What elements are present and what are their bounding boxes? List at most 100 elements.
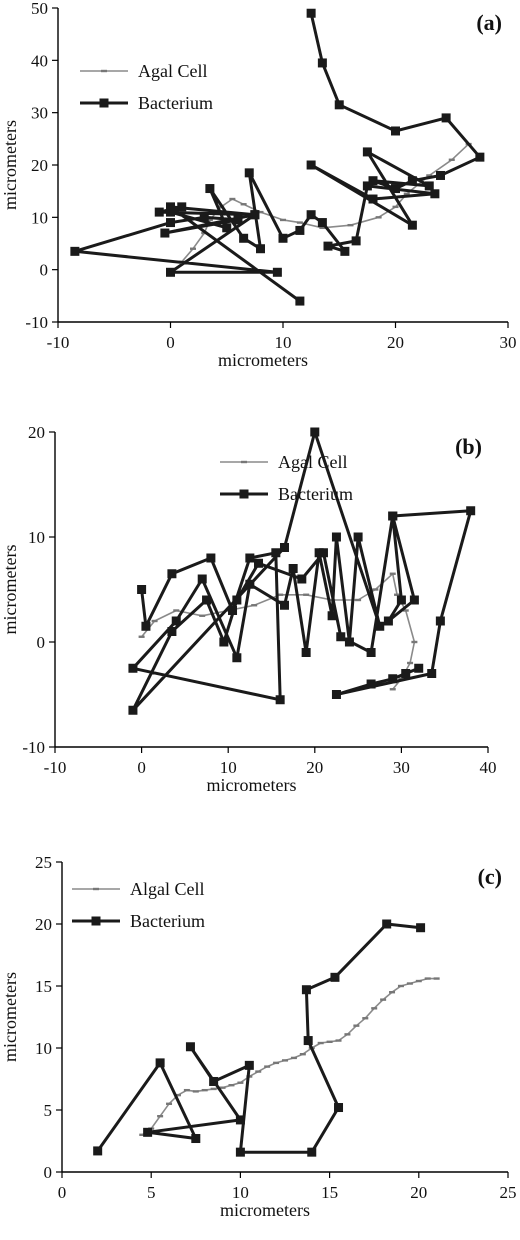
data-point-bacterium [272,267,282,277]
data-point-algal-cell [392,205,399,209]
data-point-algal-cell [219,1086,226,1089]
data-point-bacterium [166,202,175,212]
chart-panel-b: -10 0 10 20 30 40 -10 0 10 20 micrometers micromete… [0,423,497,795]
data-point-algal-cell [375,216,382,219]
data-point-algal-cell [280,218,286,222]
x-tick-label: 20 [387,333,404,352]
data-point-algal-cell [139,1133,146,1136]
data-point-bacterium [382,919,392,929]
data-point-algal-cell [299,1053,306,1056]
data-point-bacterium [228,606,238,615]
legend-swatch-marker [239,489,249,499]
data-point-bacterium [303,1036,313,1046]
data-point-algal-cell [389,688,396,691]
data-point-bacterium [353,532,363,542]
data-point-bacterium [245,579,255,589]
data-point-algal-cell [166,1102,173,1105]
data-point-bacterium [167,569,177,579]
x-tick-label: 0 [58,1183,67,1202]
data-point-bacterium [128,663,138,673]
x-axis-label: micrometers [220,1200,310,1220]
x-tick-label: 0 [137,758,146,777]
data-point-bacterium [160,228,170,238]
x-tick-label: 20 [410,1183,427,1202]
data-point-bacterium [368,176,378,186]
data-point-bacterium [323,241,333,251]
data-point-algal-cell [407,661,414,665]
data-point-algal-cell [199,614,206,617]
y-tick-label: 30 [31,104,48,123]
data-point-bacterium [199,212,209,222]
data-point-algal-cell [371,1007,378,1010]
data-point-algal-cell [402,609,409,612]
data-point-algal-cell [433,977,440,980]
x-tick-label: -10 [44,758,67,777]
data-point-bacterium [388,674,398,684]
data-point-bacterium [254,558,264,568]
data-point-bacterium [295,296,305,306]
data-point-bacterium [295,225,305,235]
x-tick-label: -10 [47,333,70,352]
data-point-bacterium [334,100,344,110]
y-tick-label: 5 [44,1101,53,1120]
data-point-bacterium [235,1147,245,1157]
data-point-bacterium [310,427,320,437]
data-point-bacterium [171,616,181,626]
data-point-bacterium [191,1134,201,1144]
chart-panel-c: 0 5 10 15 20 25 0 5 10 15 20 25 micrometers micromete… [0,853,517,1220]
x-tick-label: 40 [480,758,497,777]
data-point-bacterium [279,600,289,610]
legend-swatch-marker [91,916,101,926]
y-tick-label: 10 [31,208,48,227]
data-point-bacterium [427,669,437,678]
y-tick-label: -10 [25,313,48,332]
data-point-bacterium [351,236,361,246]
data-point-bacterium [306,160,316,170]
panel-label: (c) [478,864,502,889]
data-point-bacterium [336,632,346,642]
data-point-algal-cell [353,1024,360,1027]
data-point-bacterium [307,1147,317,1157]
data-point-bacterium [141,621,151,631]
data-point-bacterium [301,648,311,657]
data-point-bacterium [232,595,242,605]
data-point-bacterium [391,126,400,136]
data-point-algal-cell [317,1041,324,1045]
data-point-bacterium [340,246,350,256]
data-point-bacterium [391,184,400,194]
data-point-algal-cell [397,984,404,988]
data-point-bacterium [239,233,249,243]
data-point-bacterium [383,616,393,626]
data-point-bacterium [205,184,215,194]
y-axis-label: micrometers [0,120,20,210]
legend-swatch-marker [101,69,107,73]
data-point-algal-cell [335,1039,342,1042]
data-point-bacterium [306,8,316,18]
data-point-algal-cell [326,1040,333,1043]
data-point-bacterium [143,1127,153,1137]
data-point-bacterium [396,595,406,605]
legend-swatch-marker [99,98,109,108]
data-point-bacterium [436,170,445,180]
x-axis-label: micrometers [218,350,308,370]
series-line-algal-cell [141,977,437,1136]
data-point-bacterium [128,705,138,715]
data-point-bacterium [362,147,372,157]
data-point-bacterium [279,543,289,552]
data-point-bacterium [275,695,285,705]
data-point-algal-cell [389,572,396,575]
data-point-algal-cell [426,174,433,177]
data-point-bacterium [219,637,229,647]
data-point-algal-cell [251,604,258,607]
x-tick-label: 10 [275,333,292,352]
data-point-algal-cell [355,598,362,602]
data-point-algal-cell [210,1087,217,1091]
data-point-bacterium [362,181,372,191]
data-point-bacterium [70,246,80,256]
data-point-bacterium [233,215,243,225]
data-point-bacterium [93,1146,103,1156]
data-point-bacterium [344,637,354,647]
y-tick-label: 40 [31,51,48,70]
data-point-bacterium [154,207,164,217]
